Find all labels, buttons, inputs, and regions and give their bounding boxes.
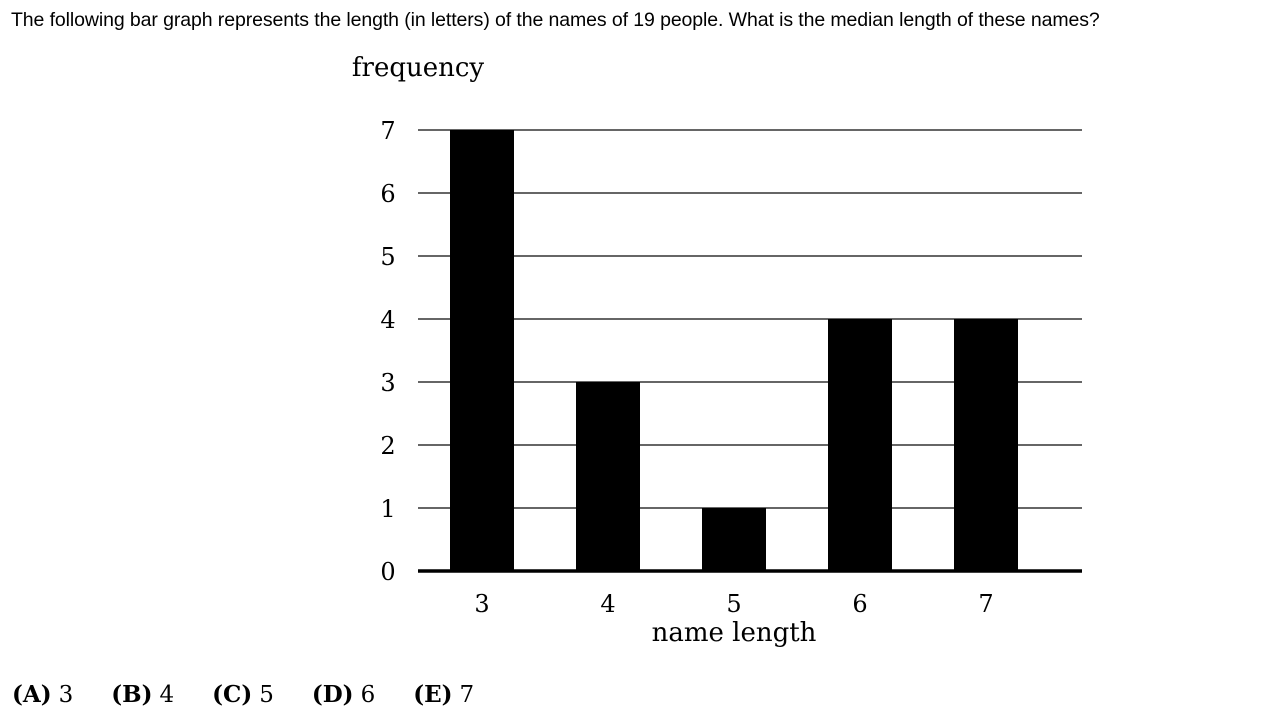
y-tick-label: 1 xyxy=(380,495,395,523)
x-tick-label: 4 xyxy=(600,590,615,618)
y-tick-label: 3 xyxy=(380,369,395,397)
bar xyxy=(702,508,766,571)
bar xyxy=(576,382,640,571)
answer-choice-e[interactable]: (E) 7 xyxy=(413,679,474,711)
bar-chart: 0 1 2 3 4 5 6 7 3 4 5 6 7 frequency name length xyxy=(352,53,1082,648)
x-tick-label: 7 xyxy=(978,590,993,618)
answer-letter: (E) xyxy=(413,681,453,708)
bar xyxy=(828,319,892,571)
answer-choice-b[interactable]: (B) 4 xyxy=(111,679,174,711)
y-tick-label: 6 xyxy=(380,180,395,208)
x-axis-label: name length xyxy=(652,618,817,648)
answer-choice-d[interactable]: (D) 6 xyxy=(312,679,375,711)
answer-letter: (C) xyxy=(212,681,253,708)
x-tick-label: 6 xyxy=(852,590,867,618)
answer-value: 4 xyxy=(159,682,175,708)
y-tick-label: 0 xyxy=(380,558,395,586)
answer-value: 6 xyxy=(360,682,376,708)
bar xyxy=(954,319,1018,571)
answer-value: 5 xyxy=(259,682,274,708)
x-tick-label: 3 xyxy=(474,590,489,618)
question-text: The following bar graph represents the l… xyxy=(11,9,1100,31)
answer-choices: (A) 3 (B) 4 (C) 5 (D) 6 (E) 7 xyxy=(12,679,512,711)
bars xyxy=(450,130,1018,571)
y-tick-label: 5 xyxy=(380,243,395,271)
answer-choice-a[interactable]: (A) 3 xyxy=(12,679,73,711)
answer-choice-c[interactable]: (C) 5 xyxy=(212,679,274,711)
x-tick-label: 5 xyxy=(726,590,741,618)
y-tick-label: 4 xyxy=(380,306,395,334)
answer-value: 3 xyxy=(58,682,74,708)
bar xyxy=(450,130,514,571)
answer-letter: (A) xyxy=(12,681,52,708)
y-axis-label: frequency xyxy=(352,53,485,83)
axes: 0 1 2 3 4 5 6 7 3 4 5 6 7 xyxy=(380,117,1082,618)
y-tick-label: 2 xyxy=(380,432,395,460)
answer-letter: (D) xyxy=(311,681,354,708)
answer-letter: (B) xyxy=(111,681,153,708)
y-tick-label: 7 xyxy=(380,117,395,145)
answer-value: 7 xyxy=(459,682,475,708)
